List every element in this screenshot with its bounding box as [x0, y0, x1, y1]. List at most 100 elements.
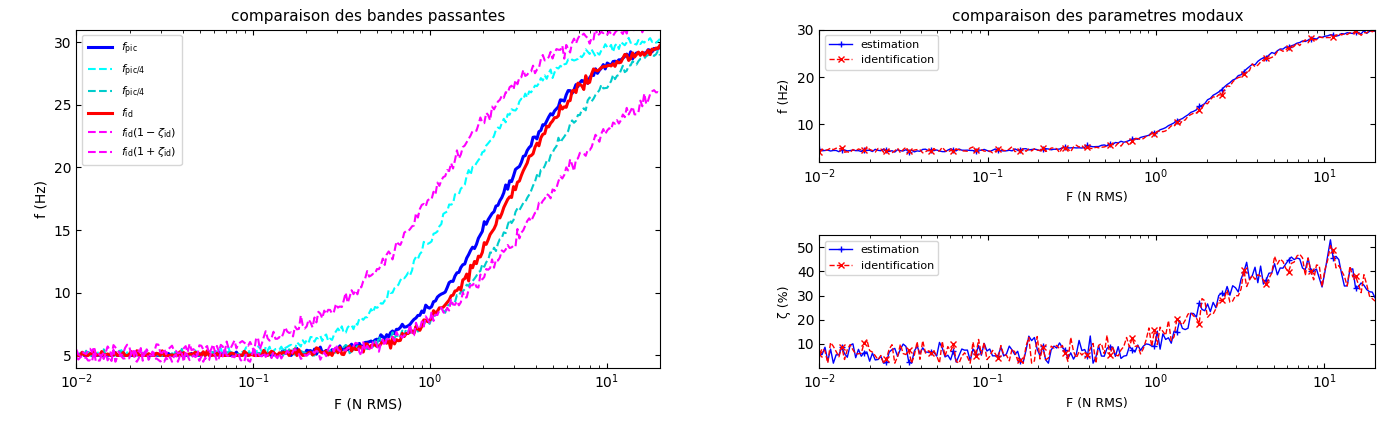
identification: [1345, 275, 1361, 280]
$f_\mathrm{pic}$: [650, 45, 667, 50]
identification: [883, 150, 900, 155]
$f_\mathrm{id}$: [561, 98, 578, 103]
Legend: estimation, identification: estimation, identification: [825, 241, 938, 275]
estimation: [886, 150, 903, 155]
estimation: [833, 147, 850, 152]
$f_\mathrm{id}(1+\zeta_\mathrm{id})$: [428, 192, 444, 197]
$f_\mathrm{id}(1-\zeta_\mathrm{id})$: [561, 157, 578, 162]
$f_\mathrm{pic/4}$: [69, 353, 86, 358]
Line: $f_\mathrm{id}$: $f_\mathrm{id}$: [76, 45, 660, 355]
identification: [961, 361, 978, 366]
estimation: [1322, 237, 1339, 242]
X-axis label: F (N RMS): F (N RMS): [1067, 191, 1128, 204]
Line: $f_\mathrm{pic/4}$: $f_\mathrm{pic/4}$: [76, 38, 660, 355]
$f_\mathrm{id}(1+\zeta_\mathrm{id})$: [561, 50, 578, 55]
Line: estimation: estimation: [817, 237, 1378, 366]
estimation: [1356, 28, 1372, 33]
estimation: [836, 351, 853, 356]
$f_\mathrm{pic/4}$: [428, 313, 444, 318]
$f_\mathrm{pic}$: [428, 298, 444, 303]
estimation: [847, 355, 864, 360]
$f_\mathrm{pic}$: [69, 353, 86, 358]
$f_\mathrm{id}(1+\zeta_\mathrm{id})$: [651, 20, 668, 25]
$f_\mathrm{id}(1+\zeta_\mathrm{id})$: [68, 347, 85, 352]
estimation: [1367, 295, 1383, 300]
X-axis label: F (N RMS): F (N RMS): [1067, 397, 1128, 410]
Y-axis label: f (Hz): f (Hz): [778, 79, 792, 113]
identification: [1367, 299, 1383, 304]
$f_\mathrm{id}$: [72, 353, 89, 358]
$f_\mathrm{pic}$: [72, 352, 89, 357]
$f_\mathrm{pic/4}$: [415, 239, 432, 244]
Title: comparaison des parametres modaux: comparaison des parametres modaux: [951, 9, 1243, 24]
$f_\mathrm{pic/4}$: [651, 53, 668, 58]
estimation: [845, 148, 861, 153]
$f_\mathrm{pic/4}$: [68, 353, 85, 358]
identification: [845, 347, 861, 352]
$f_\mathrm{pic/4}$: [621, 36, 638, 41]
Legend: $f_\mathrm{pic}$, $f_\mathrm{pic/4}$, $f_\mathrm{pic/4}$, $f_\mathrm{id}$, $f_\m: $f_\mathrm{pic}$, $f_\mathrm{pic/4}$, $f…: [82, 35, 182, 165]
Line: $f_\mathrm{pic}$: $f_\mathrm{pic}$: [76, 48, 660, 355]
identification: [1322, 243, 1339, 248]
$f_\mathrm{pic/4}$: [69, 353, 86, 358]
$f_\mathrm{id}(1-\zeta_\mathrm{id})$: [417, 314, 433, 319]
X-axis label: F (N RMS): F (N RMS): [333, 397, 403, 411]
$f_\mathrm{id}(1-\zeta_\mathrm{id})$: [83, 359, 100, 364]
estimation: [811, 352, 828, 357]
$f_\mathrm{pic}$: [651, 45, 668, 50]
$f_\mathrm{id}(1-\zeta_\mathrm{id})$: [68, 355, 85, 360]
estimation: [1322, 32, 1339, 37]
identification: [833, 344, 850, 349]
$f_\mathrm{pic/4}$: [651, 36, 668, 41]
estimation: [1367, 29, 1383, 34]
Line: estimation: estimation: [817, 28, 1378, 155]
estimation: [811, 147, 828, 152]
Line: $f_\mathrm{id}(1-\zeta_\mathrm{id})$: $f_\mathrm{id}(1-\zeta_\mathrm{id})$: [76, 90, 660, 362]
estimation: [917, 349, 933, 354]
estimation: [961, 148, 978, 153]
$f_\mathrm{id}(1+\zeta_\mathrm{id})$: [415, 201, 432, 206]
$f_\mathrm{pic/4}$: [597, 41, 614, 47]
$f_\mathrm{id}(1-\zeta_\mathrm{id})$: [428, 312, 444, 317]
$f_\mathrm{pic/4}$: [415, 322, 432, 327]
$f_\mathrm{pic/4}$: [561, 121, 578, 126]
Legend: estimation, identification: estimation, identification: [825, 35, 938, 70]
Line: identification: identification: [817, 243, 1378, 366]
$f_\mathrm{id}(1+\zeta_\mathrm{id})$: [69, 352, 86, 357]
$f_\mathrm{id}$: [68, 352, 85, 357]
$f_\mathrm{pic}$: [599, 60, 615, 66]
$f_\mathrm{pic}$: [415, 310, 432, 315]
$f_\mathrm{id}(1-\zeta_\mathrm{id})$: [651, 91, 668, 96]
estimation: [825, 361, 842, 366]
estimation: [1342, 30, 1358, 36]
$f_\mathrm{id}$: [651, 43, 668, 48]
$f_\mathrm{id}$: [428, 310, 444, 316]
$f_\mathrm{id}(1+\zeta_\mathrm{id})$: [599, 32, 615, 37]
Line: $f_\mathrm{pic/4}$: $f_\mathrm{pic/4}$: [76, 51, 660, 355]
$f_\mathrm{id}(1+\zeta_\mathrm{id})$: [72, 353, 89, 358]
identification: [961, 146, 978, 151]
$f_\mathrm{pic/4}$: [560, 57, 576, 62]
Line: identification: identification: [817, 27, 1378, 156]
Y-axis label: ζ (%): ζ (%): [778, 286, 792, 318]
identification: [917, 149, 933, 154]
$f_\mathrm{pic/4}$: [599, 85, 615, 91]
$f_\mathrm{id}(1-\zeta_\mathrm{id})$: [415, 324, 432, 329]
Y-axis label: f (Hz): f (Hz): [35, 180, 49, 218]
$f_\mathrm{pic/4}$: [68, 351, 85, 356]
$f_\mathrm{id}(1-\zeta_\mathrm{id})$: [646, 88, 663, 93]
$f_\mathrm{id}(1+\zeta_\mathrm{id})$: [417, 204, 433, 209]
identification: [917, 351, 933, 356]
$f_\mathrm{id}$: [599, 63, 615, 69]
identification: [1342, 30, 1358, 36]
identification: [1325, 248, 1342, 253]
$f_\mathrm{id}$: [69, 353, 86, 358]
$f_\mathrm{pic/4}$: [425, 231, 442, 236]
estimation: [1345, 266, 1361, 272]
$f_\mathrm{pic/4}$: [650, 48, 667, 53]
$f_\mathrm{pic}$: [561, 88, 578, 93]
$f_\mathrm{id}$: [415, 317, 432, 322]
$f_\mathrm{id}$: [417, 318, 433, 323]
identification: [1367, 27, 1383, 33]
$f_\mathrm{pic}$: [68, 352, 85, 357]
